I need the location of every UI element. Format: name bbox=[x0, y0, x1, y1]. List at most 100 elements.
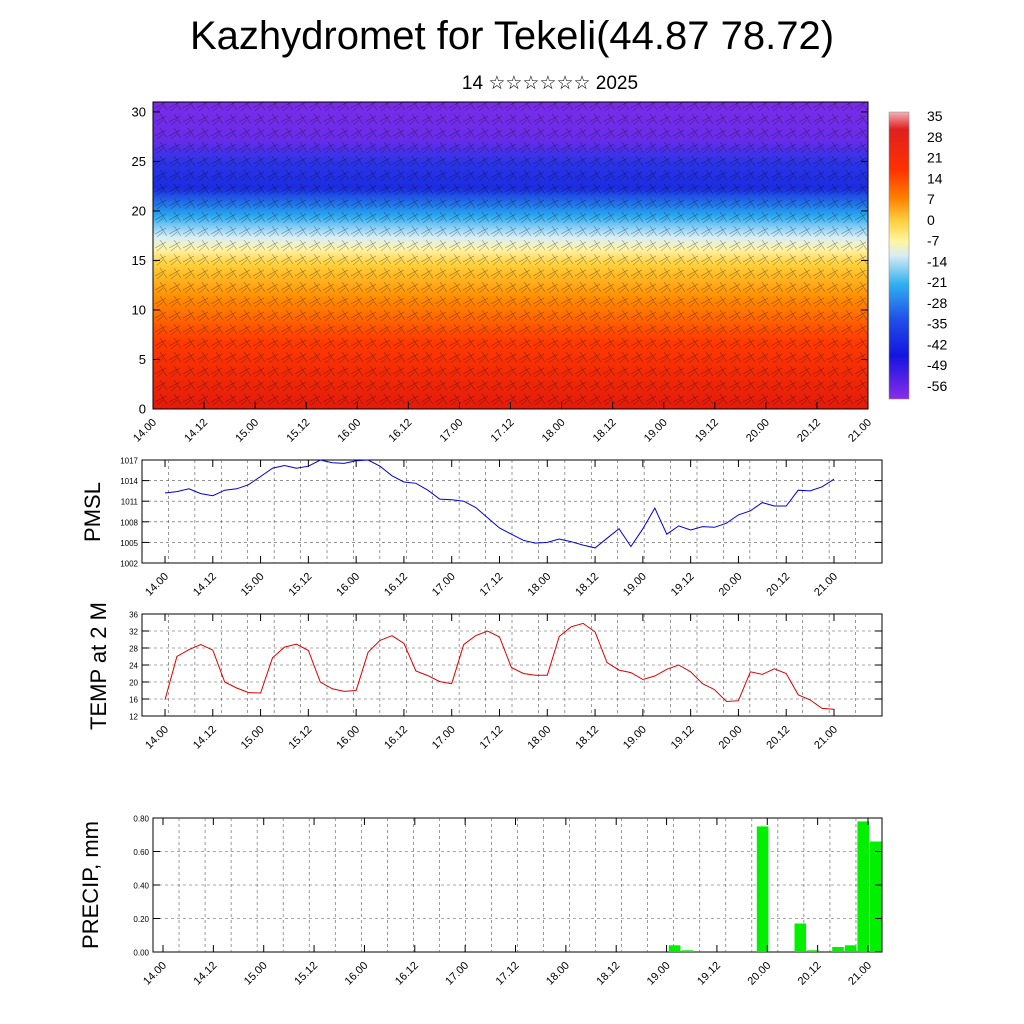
y-tick-label: 5 bbox=[139, 352, 146, 367]
precip-bars bbox=[668, 821, 882, 953]
x-tick-label: 15.00 bbox=[242, 960, 270, 988]
y-tick-label: 10 bbox=[132, 302, 146, 317]
x-tick-label: 20.00 bbox=[717, 571, 745, 599]
x-tick-label: 19.12 bbox=[695, 960, 723, 988]
y-tick-label: 20 bbox=[132, 203, 146, 218]
y-tick-label: 1005 bbox=[120, 539, 138, 548]
precip-bar bbox=[844, 945, 857, 952]
colorbar-label: 35 bbox=[927, 108, 943, 124]
x-tick-label: 19.00 bbox=[621, 571, 649, 599]
x-tick-label: 15.00 bbox=[239, 571, 267, 599]
x-tick-label: 14.00 bbox=[143, 571, 171, 599]
colorbar-label: -21 bbox=[927, 274, 947, 290]
x-tick-label: 14.00 bbox=[143, 724, 171, 752]
colorbar-label: -7 bbox=[927, 233, 940, 249]
y-tick-label: 0.40 bbox=[133, 882, 149, 891]
colorbar-label: -49 bbox=[927, 357, 947, 373]
precip-bar bbox=[869, 841, 882, 952]
pmsl-panel: 1017 1014 1011 1008 1005 1002 14.00 14.12 15.00… bbox=[80, 457, 883, 599]
y-tick-label: 24 bbox=[129, 662, 138, 671]
x-tick-label: 17.00 bbox=[430, 571, 458, 599]
x-tick-label: 18.00 bbox=[525, 724, 553, 752]
colorbar-label: -35 bbox=[927, 316, 947, 332]
x-tick-label: 20.00 bbox=[745, 960, 773, 988]
x-tick-label: 17.12 bbox=[489, 417, 517, 445]
x-tick-label: 17.00 bbox=[438, 417, 466, 445]
x-tick-label: 16.12 bbox=[382, 724, 410, 752]
y-tick-label: 32 bbox=[129, 628, 138, 637]
temp-y-axis: 36 32 28 24 20 16 12 bbox=[129, 611, 882, 722]
colorbar-label: -14 bbox=[927, 253, 947, 269]
x-tick-label: 17.12 bbox=[478, 571, 506, 599]
x-tick-label: 18.12 bbox=[594, 960, 622, 988]
precip-y-axis: 0.80 0.60 0.40 0.20 0.00 bbox=[133, 815, 882, 958]
x-tick-label: 19.12 bbox=[669, 571, 697, 599]
x-tick-label: 17.00 bbox=[430, 724, 458, 752]
x-tick-label: 20.00 bbox=[717, 724, 745, 752]
x-tick-label: 16.12 bbox=[393, 960, 421, 988]
precip-bar bbox=[794, 923, 807, 952]
x-tick-label: 16.12 bbox=[382, 571, 410, 599]
x-tick-label: 14.12 bbox=[192, 960, 220, 988]
temp-grid bbox=[142, 614, 882, 716]
pmsl-frame bbox=[141, 459, 883, 564]
y-tick-label: 1008 bbox=[120, 518, 138, 527]
x-tick-label: 19.00 bbox=[642, 417, 670, 445]
colorbar-label: -28 bbox=[927, 295, 947, 311]
y-tick-label: 0.60 bbox=[133, 848, 149, 857]
y-tick-label: 15 bbox=[132, 253, 146, 268]
precip-bar bbox=[857, 821, 869, 953]
colorbar-labels: 35 28 21 14 7 0 -7 -14 -21 -28 -35 -42 -49 -56 bbox=[927, 108, 947, 394]
x-tick-label: 14.00 bbox=[131, 417, 159, 445]
colorbar-label: 28 bbox=[927, 129, 943, 145]
precip-bar bbox=[807, 950, 819, 952]
precip-panel: 0.80 0.60 0.40 0.20 0.00 14.00 14.12 15.00 15.1… bbox=[78, 815, 883, 988]
colorbar-label: -42 bbox=[927, 336, 947, 352]
x-tick-label: 16.00 bbox=[334, 724, 362, 752]
temp-panel: 36 32 28 24 20 16 12 14.00 14.12 15.00 15.12 16.00… bbox=[86, 602, 883, 752]
x-tick-label: 18.00 bbox=[544, 960, 572, 988]
x-tick-label: 16.00 bbox=[334, 571, 362, 599]
x-tick-label: 18.12 bbox=[573, 724, 601, 752]
x-tick-label: 14.12 bbox=[182, 417, 210, 445]
pmsl-ylabel: PMSL bbox=[80, 482, 105, 542]
temp-ylabel: TEMP at 2 M bbox=[86, 602, 111, 730]
x-tick-label: 19.12 bbox=[693, 417, 721, 445]
x-tick-label: 16.00 bbox=[343, 960, 371, 988]
pmsl-series-line bbox=[164, 459, 835, 549]
precip-bar bbox=[681, 950, 693, 952]
temp-series-line bbox=[164, 622, 835, 710]
precip-ylabel: PRECIP, mm bbox=[78, 821, 103, 949]
y-tick-label: 36 bbox=[129, 611, 138, 620]
precip-grid bbox=[153, 818, 882, 952]
x-tick-label: 21.00 bbox=[846, 417, 874, 445]
y-tick-label: 0 bbox=[139, 402, 146, 417]
colorbar bbox=[888, 111, 910, 400]
x-tick-label: 18.12 bbox=[573, 571, 601, 599]
y-tick-label: 1002 bbox=[120, 560, 138, 569]
y-tick-label: 0.80 bbox=[133, 815, 149, 824]
y-tick-label: 28 bbox=[129, 645, 138, 654]
y-tick-label: 1017 bbox=[120, 457, 138, 466]
colorbar-label: 0 bbox=[927, 212, 935, 228]
y-tick-label: 1014 bbox=[120, 477, 138, 486]
y-tick-label: 0.00 bbox=[133, 949, 149, 958]
x-tick-label: 15.00 bbox=[233, 417, 261, 445]
x-tick-label: 16.12 bbox=[387, 417, 415, 445]
chart-title: Kazhydromet for Tekeli(44.87 78.72) bbox=[189, 14, 835, 58]
colorbar-label: 21 bbox=[927, 150, 943, 166]
x-tick-label: 14.12 bbox=[191, 571, 219, 599]
colorbar-label: 14 bbox=[927, 170, 943, 186]
x-tick-label: 15.12 bbox=[292, 960, 320, 988]
x-tick-label: 20.00 bbox=[744, 417, 772, 445]
x-tick-label: 17.00 bbox=[443, 960, 471, 988]
x-tick-label: 18.00 bbox=[525, 571, 553, 599]
y-tick-label: 12 bbox=[129, 713, 138, 722]
x-tick-label: 20.12 bbox=[764, 724, 792, 752]
x-tick-label: 15.12 bbox=[287, 724, 315, 752]
x-tick-label: 17.12 bbox=[478, 724, 506, 752]
precip-bar bbox=[756, 826, 769, 952]
x-tick-label: 19.00 bbox=[621, 724, 649, 752]
pmsl-grid bbox=[142, 460, 882, 563]
